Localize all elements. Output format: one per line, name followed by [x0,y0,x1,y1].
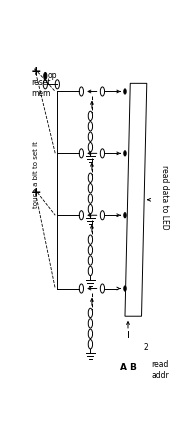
Text: +: + [30,186,41,199]
Text: read data to LED: read data to LED [160,165,169,230]
Circle shape [124,213,126,218]
Circle shape [44,72,47,79]
Text: +: + [30,66,41,78]
Text: reset
mem: reset mem [31,78,50,98]
Circle shape [124,286,126,291]
Text: touch a bit to set it: touch a bit to set it [33,141,39,208]
Text: A: A [120,363,127,371]
Circle shape [124,151,126,156]
Text: B: B [129,363,136,371]
Circle shape [124,89,126,94]
Text: read
addr: read addr [151,360,169,379]
Text: op: op [48,71,57,80]
Text: 2: 2 [144,343,149,352]
